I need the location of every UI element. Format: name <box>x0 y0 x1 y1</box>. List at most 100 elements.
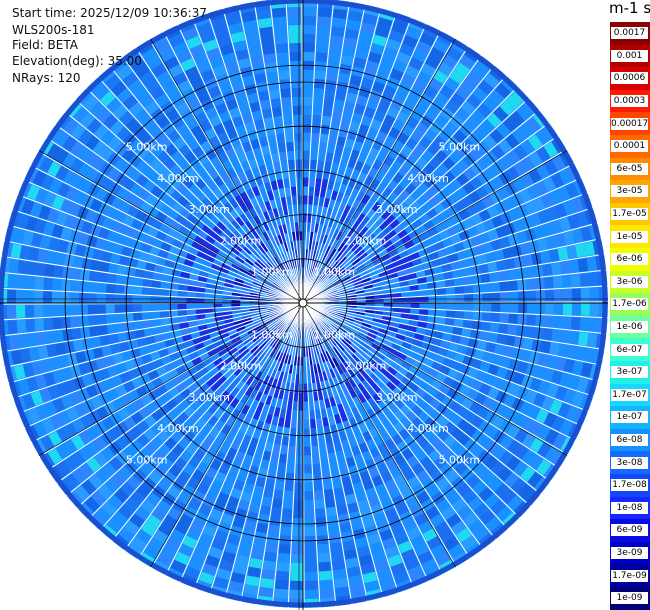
range-gate-cell <box>123 313 134 322</box>
range-gate-cell <box>443 435 457 448</box>
range-gate-cell <box>194 362 206 372</box>
range-gate-cell <box>561 316 572 330</box>
range-gate-cell <box>439 84 455 99</box>
range-gate-cell <box>343 484 355 496</box>
range-gate-cell <box>380 470 393 483</box>
range-gate-cell <box>393 239 404 249</box>
range-gate-cell <box>340 155 350 167</box>
range-gate-cell <box>346 19 361 31</box>
range-gate-cell <box>249 388 259 399</box>
range-gate-cell <box>459 384 471 396</box>
range-gate-cell <box>436 498 451 513</box>
range-gate-cell <box>93 452 108 467</box>
range-gate-cell <box>552 275 563 289</box>
range-gate-cell <box>446 46 463 62</box>
range-gate-cell <box>156 552 173 567</box>
range-gate-cell <box>348 240 357 250</box>
range-ring-label: 5.00km <box>438 141 480 154</box>
range-gate-cell <box>209 508 223 521</box>
range-gate-cell <box>322 417 330 427</box>
range-gate-cell <box>321 206 328 217</box>
range-gate-cell <box>194 256 205 265</box>
range-gate-cell <box>329 337 337 347</box>
range-gate-cell <box>356 299 366 303</box>
range-gate-cell <box>274 360 281 370</box>
range-gate-cell <box>152 198 165 211</box>
range-gate-cell <box>319 399 326 410</box>
range-gate-cell <box>253 485 264 497</box>
range-gate-cell <box>345 314 355 320</box>
colorbar-tick-label: 1e-08 <box>611 501 648 514</box>
range-gate-cell <box>372 317 382 324</box>
range-gate-cell <box>331 324 340 331</box>
range-gate-cell <box>77 162 92 178</box>
range-gate-cell <box>268 310 278 315</box>
range-gate-cell <box>463 375 476 388</box>
range-gate-cell <box>127 227 139 239</box>
range-gate-cell <box>258 383 267 394</box>
range-gate-cell <box>411 405 423 417</box>
range-gate-cell <box>434 324 445 332</box>
range-gate-cell <box>320 124 330 135</box>
range-gate-cell <box>377 389 388 401</box>
range-gate-cell <box>333 278 342 285</box>
range-gate-cell <box>279 323 287 331</box>
range-gate-cell <box>420 254 431 264</box>
range-gate-cell <box>191 241 202 251</box>
range-gate-cell <box>249 252 259 261</box>
range-gate-cell <box>451 380 463 392</box>
range-gate-cell <box>194 235 205 245</box>
range-gate-cell <box>499 313 510 324</box>
range-ring-label: 2.00km <box>345 360 387 373</box>
range-gate-cell <box>321 115 332 126</box>
range-gate-cell <box>469 401 482 415</box>
range-gate-cell <box>293 338 298 348</box>
range-gate-cell <box>319 275 327 283</box>
range-gate-cell <box>409 284 419 291</box>
range-gate-cell <box>283 325 290 335</box>
range-gate-cell <box>565 182 579 199</box>
range-gate-cell <box>81 257 93 270</box>
range-gate-cell <box>198 503 212 517</box>
range-gate-cell <box>167 227 179 238</box>
range-gate-cell <box>405 65 420 79</box>
range-gate-cell <box>69 292 79 303</box>
range-gate-cell <box>537 353 549 367</box>
range-gate-cell <box>170 220 183 232</box>
range-gate-cell <box>393 473 407 487</box>
range-gate-cell <box>90 336 102 348</box>
range-gate-cell <box>90 371 103 384</box>
range-gate-cell <box>418 283 428 290</box>
range-gate-cell <box>366 266 377 274</box>
range-gate-cell <box>410 163 423 176</box>
range-gate-cell <box>173 393 185 405</box>
range-gate-cell <box>332 229 340 239</box>
range-gate-cell <box>392 172 404 184</box>
range-gate-cell <box>560 330 571 344</box>
range-gate-cell <box>39 235 52 249</box>
range-gate-cell <box>216 568 232 581</box>
range-gate-cell <box>155 211 167 223</box>
range-gate-cell <box>52 369 65 384</box>
range-gate-cell <box>411 257 423 267</box>
range-gate-cell <box>273 407 281 418</box>
range-gate-cell <box>198 533 213 546</box>
range-gate-cell <box>521 156 536 172</box>
range-gate-cell <box>78 304 89 315</box>
range-gate-cell <box>444 279 455 287</box>
range-gate-cell <box>307 383 313 393</box>
range-gate-cell <box>159 373 171 384</box>
range-gate-cell <box>51 304 62 317</box>
range-gate-cell <box>316 335 322 345</box>
range-gate-cell <box>354 103 366 115</box>
range-gate-cell <box>84 151 99 167</box>
range-gate-cell <box>351 406 361 418</box>
colorbar-cell: 6e-06 <box>610 248 650 272</box>
range-gate-cell <box>429 182 442 195</box>
range-gate-cell <box>323 480 333 491</box>
range-gate-cell <box>290 419 297 429</box>
range-gate-cell <box>331 357 339 367</box>
range-gate-cell <box>284 354 290 364</box>
range-gate-cell <box>526 290 537 302</box>
range-gate-cell <box>269 288 279 294</box>
